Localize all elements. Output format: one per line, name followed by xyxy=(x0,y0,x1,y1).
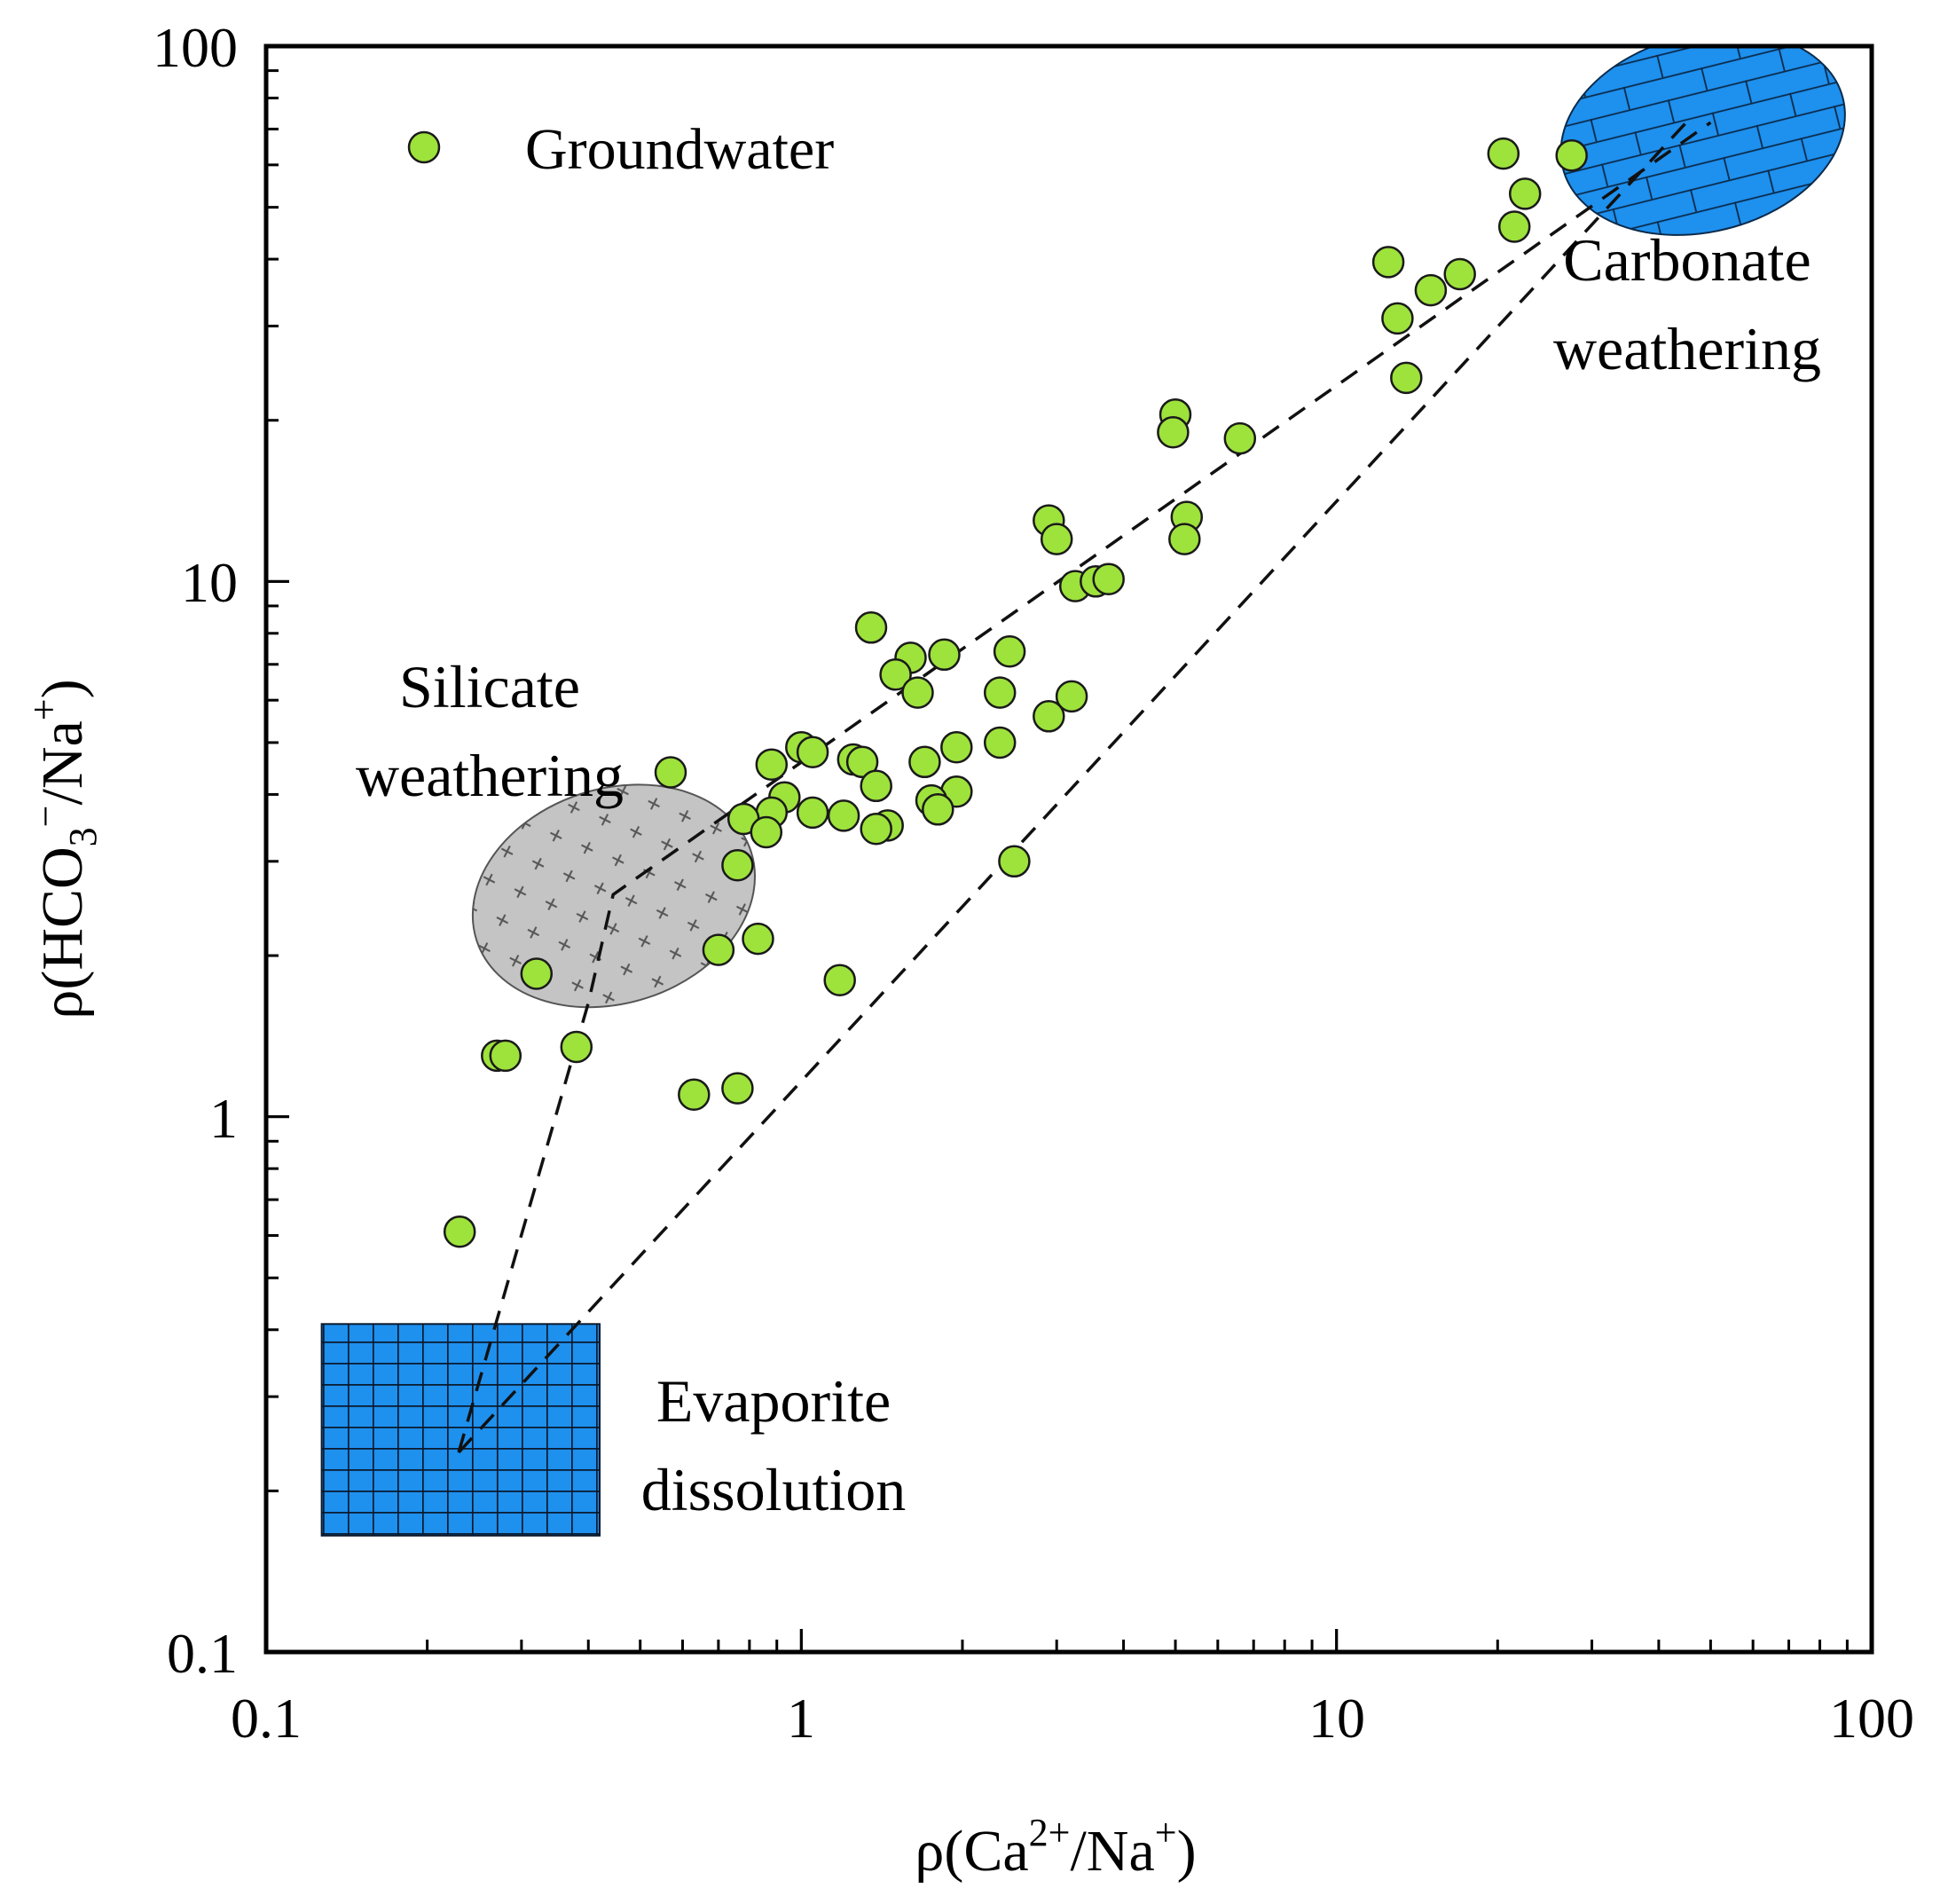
x-axis-title: ρ(Ca2+/Na+) xyxy=(915,1811,1196,1884)
data-point xyxy=(823,964,856,996)
y-tick-label: 100 xyxy=(153,16,238,79)
data-point xyxy=(827,799,860,832)
data-point xyxy=(1371,246,1405,279)
x-axis-title-sup2: + xyxy=(1155,1811,1177,1854)
data-point xyxy=(940,730,973,764)
x-axis-title-suffix: ) xyxy=(1177,1819,1197,1884)
x-axis-title-sup1: 2+ xyxy=(1029,1811,1071,1854)
data-point xyxy=(1497,210,1531,243)
data-point xyxy=(928,638,961,672)
legend-marker xyxy=(407,130,441,164)
data-point xyxy=(796,796,829,830)
data-point xyxy=(1487,137,1520,170)
data-point xyxy=(1168,523,1201,555)
y-axis-title-mid: /Na xyxy=(30,720,95,805)
evaporite-label-line1: Evaporite xyxy=(656,1367,891,1435)
x-tick-labels: 0.1 1 10 100 xyxy=(231,1687,1914,1750)
data-point xyxy=(860,812,892,846)
data-point xyxy=(796,736,829,768)
y-axis-title-sub1: 3 xyxy=(61,827,105,846)
data-point xyxy=(1443,257,1476,291)
legend-label: Groundwater xyxy=(525,117,834,182)
data-point xyxy=(845,745,879,779)
data-point xyxy=(742,922,774,956)
data-point xyxy=(678,1078,711,1111)
data-point xyxy=(1508,177,1542,210)
data-point xyxy=(1055,680,1088,713)
x-axis-title-mid: /Na xyxy=(1070,1819,1154,1884)
x-tick-label: 1 xyxy=(787,1687,815,1750)
y-tick-labels: 0.1 1 10 100 xyxy=(153,16,238,1685)
data-point xyxy=(879,658,912,691)
legend: Groundwater xyxy=(407,117,834,182)
silicate-label-line2: weathering xyxy=(356,742,624,809)
y-tick-label: 1 xyxy=(209,1087,238,1150)
data-point xyxy=(489,1039,522,1073)
y-tick-label: 10 xyxy=(181,551,238,614)
y-axis-title: ρ(HCO3−/Na+) xyxy=(22,679,105,1019)
data-point xyxy=(1381,302,1414,335)
data-point xyxy=(1033,700,1065,733)
dashed-trend-line-2 xyxy=(457,121,1688,1454)
region-layer xyxy=(320,46,1846,1537)
x-axis-ticks xyxy=(264,1629,1873,1652)
data-point xyxy=(993,634,1026,668)
data-point xyxy=(901,676,934,709)
data-point xyxy=(854,611,888,644)
data-point xyxy=(998,845,1031,878)
carbonate-label-line2: weathering xyxy=(1553,315,1821,382)
plot-frame xyxy=(263,43,1874,1655)
x-tick-label: 10 xyxy=(1308,1687,1365,1750)
data-point xyxy=(750,815,783,849)
data-point xyxy=(1040,523,1073,555)
data-point xyxy=(860,769,892,803)
y-axis-title-prefix: ρ(HCO xyxy=(30,846,95,1019)
data-point xyxy=(721,848,754,882)
data-point xyxy=(1390,361,1423,395)
data-point xyxy=(443,1215,476,1248)
y-axis-title-sup1: − xyxy=(24,806,67,828)
data-point xyxy=(702,933,735,966)
silicate-label-line1: Silicate xyxy=(399,653,580,720)
y-axis-title-suffix: ) xyxy=(30,679,95,698)
evaporite-label-line2: dissolution xyxy=(641,1456,907,1523)
carbonate-label-line1: Carbonate xyxy=(1563,226,1811,294)
data-point xyxy=(1157,415,1190,449)
data-point xyxy=(922,793,954,826)
x-tick-label: 100 xyxy=(1829,1687,1914,1750)
dashed-trend-line-1 xyxy=(457,121,1712,1453)
data-points-layer xyxy=(443,137,1588,1248)
carbonate-weathering-region xyxy=(1559,46,1846,236)
y-tick-label: 0.1 xyxy=(167,1622,238,1685)
axes xyxy=(263,43,1874,1655)
x-axis-title-prefix: ρ(Ca xyxy=(915,1819,1028,1884)
data-point xyxy=(755,748,789,781)
dashed-lines-layer xyxy=(457,121,1712,1454)
x-tick-label: 0.1 xyxy=(231,1687,302,1750)
data-point xyxy=(1555,138,1588,172)
data-point xyxy=(560,1030,593,1064)
data-point xyxy=(1414,273,1448,307)
data-point xyxy=(1223,421,1257,455)
data-point xyxy=(983,726,1017,759)
data-point xyxy=(520,957,554,990)
data-point xyxy=(1092,563,1125,595)
data-point xyxy=(908,745,941,779)
data-point xyxy=(983,676,1017,709)
evaporite-dissolution-region xyxy=(320,1323,601,1537)
y-axis-title-sup2: + xyxy=(22,698,66,720)
region-labels: Carbonate weathering Silicate weathering… xyxy=(356,226,1821,1523)
data-point xyxy=(721,1072,754,1105)
data-point xyxy=(654,756,687,789)
y-axis-ticks xyxy=(266,44,289,1654)
